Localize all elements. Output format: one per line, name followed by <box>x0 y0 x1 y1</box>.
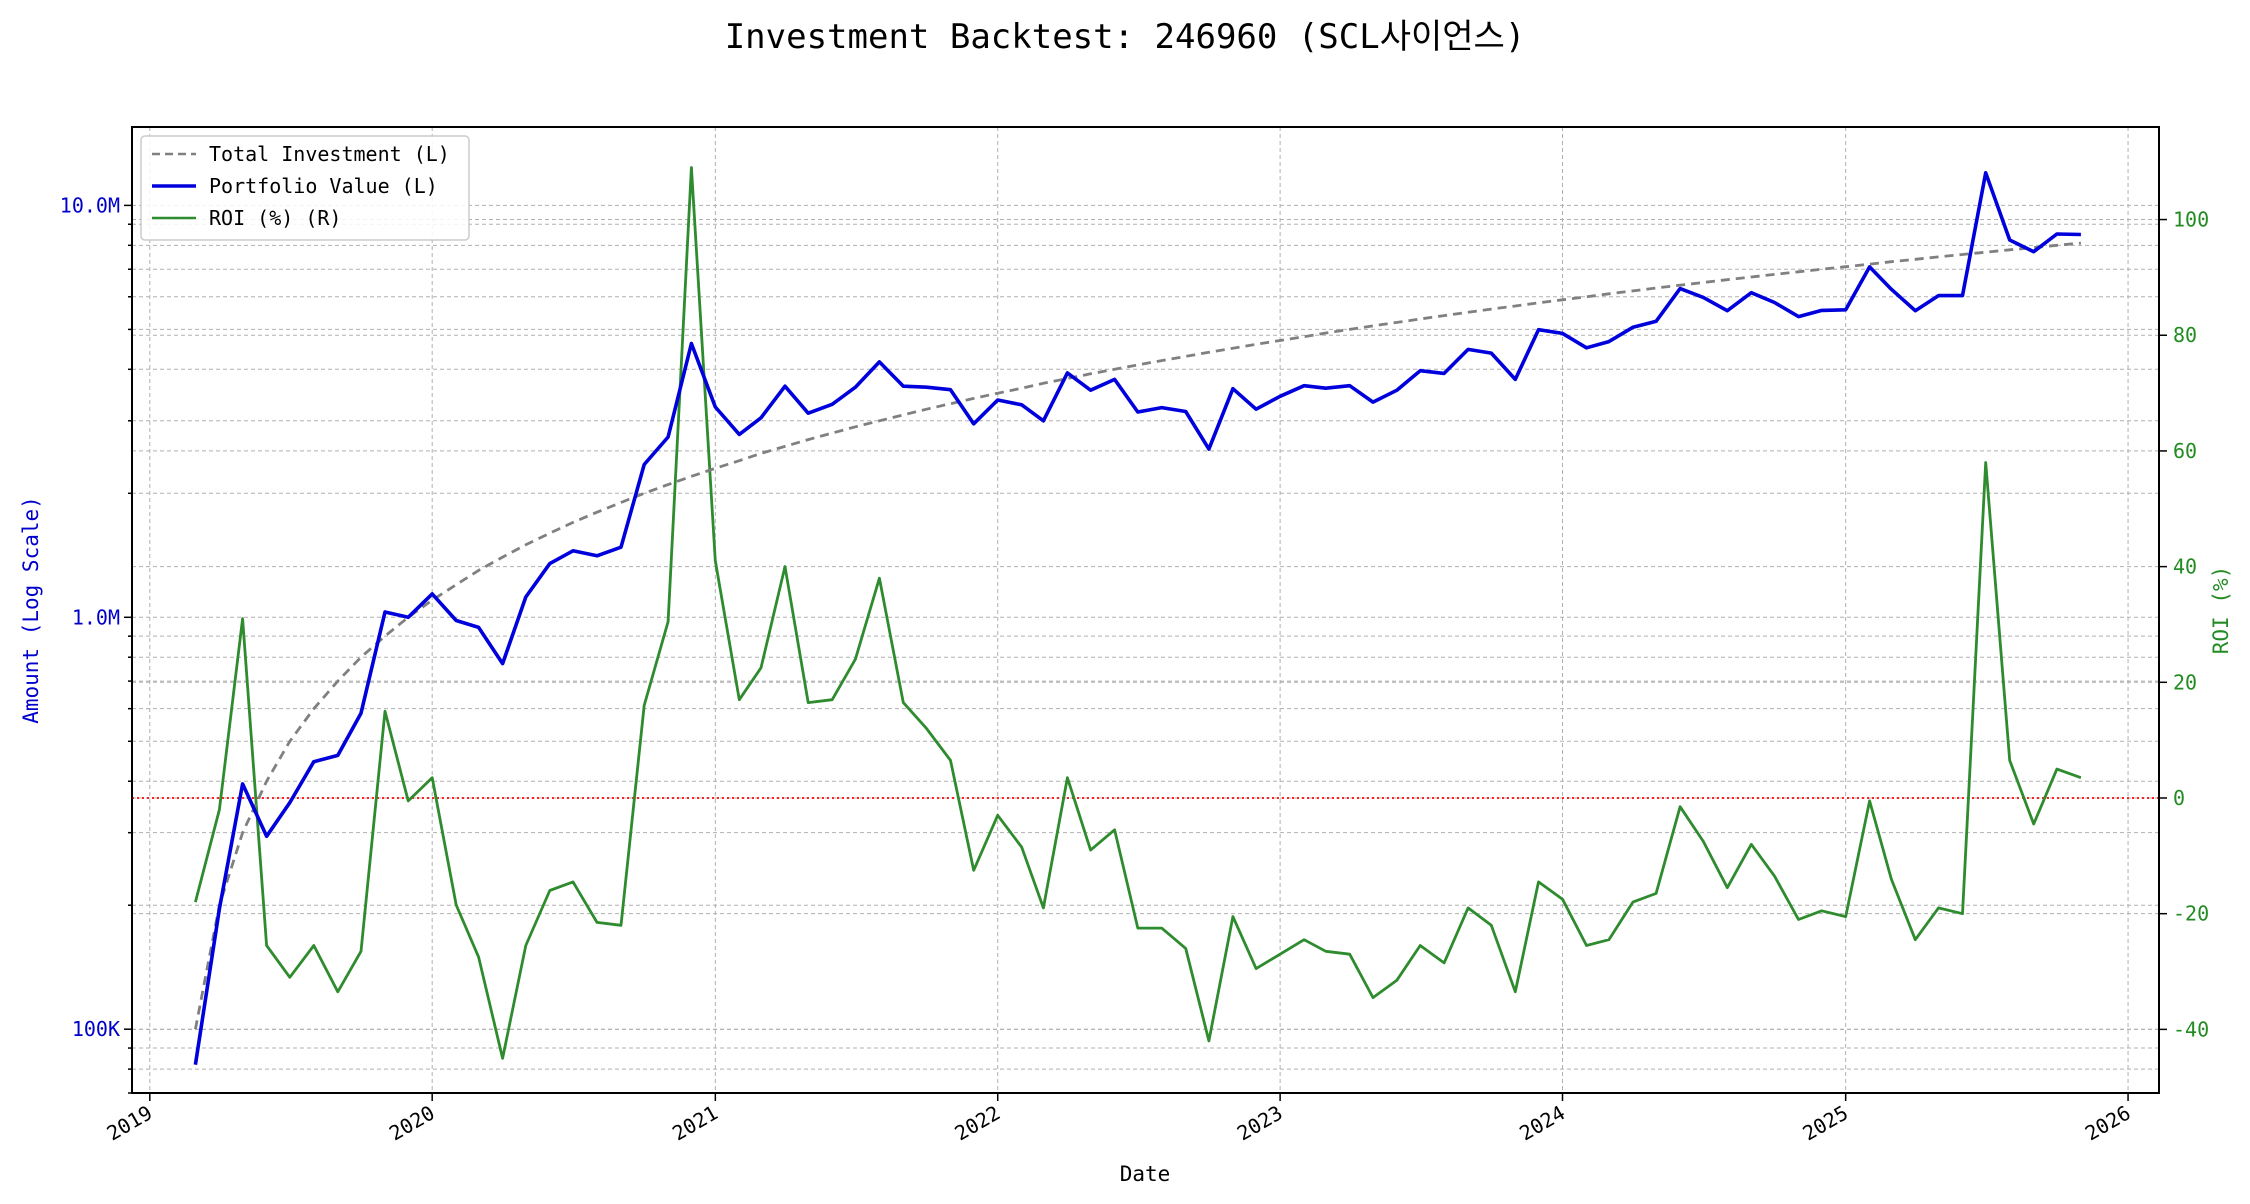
legend-label-roi: ROI (%) (R) <box>209 206 341 230</box>
x-tick-label: 2020 <box>385 1101 439 1146</box>
x-tick-label: 2025 <box>1798 1101 1852 1146</box>
legend: Total Investment (L) Portfolio Value (L)… <box>140 135 470 241</box>
x-tick-label: 2026 <box>2081 1101 2135 1146</box>
right-tick-label: -40 <box>2173 1017 2209 1041</box>
right-tick-label: 80 <box>2173 323 2197 347</box>
x-tick-label: 2021 <box>668 1101 722 1146</box>
roi-line <box>194 166 2082 1060</box>
right-axis: -40 -20 0 20 40 60 80 100 <box>2159 208 2209 1041</box>
left-tick-label: 100K <box>72 1017 120 1041</box>
x-axis: 2019 2020 2021 2022 2023 2024 2025 2026 <box>103 1093 2135 1145</box>
series-layer <box>193 166 2082 1065</box>
left-axis-label: Amount (Log Scale) <box>19 496 43 724</box>
portfolio-value-line <box>193 171 2081 1065</box>
legend-box <box>140 135 470 241</box>
total-investment-line <box>194 241 2082 1030</box>
x-tick-label: 2019 <box>103 1101 157 1146</box>
right-tick-label: 40 <box>2173 555 2197 579</box>
x-axis-label: Date <box>1120 1162 1171 1186</box>
legend-label-total-investment: Total Investment (L) <box>209 142 450 166</box>
right-tick-label: 20 <box>2173 670 2197 694</box>
left-tick-label: 1.0M <box>72 605 120 629</box>
chart-title: Investment Backtest: 246960 (SCL사이언스) <box>725 17 1526 57</box>
plot-frame <box>131 126 2160 1094</box>
left-tick-label: 10.0M <box>60 193 120 217</box>
right-axis-label: ROI (%) <box>2209 566 2233 655</box>
right-tick-label: 0 <box>2173 786 2185 810</box>
x-tick-label: 2022 <box>951 1101 1005 1146</box>
grid-layer <box>132 127 2159 1094</box>
left-axis: 100K 1.0M 10.0M <box>60 193 132 1094</box>
right-tick-label: -20 <box>2173 902 2209 926</box>
right-tick-label: 100 <box>2173 208 2209 232</box>
legend-label-portfolio-value: Portfolio Value (L) <box>209 174 438 198</box>
x-tick-label: 2023 <box>1233 1101 1287 1146</box>
x-tick-label: 2024 <box>1515 1101 1569 1146</box>
right-tick-label: 60 <box>2173 439 2197 463</box>
